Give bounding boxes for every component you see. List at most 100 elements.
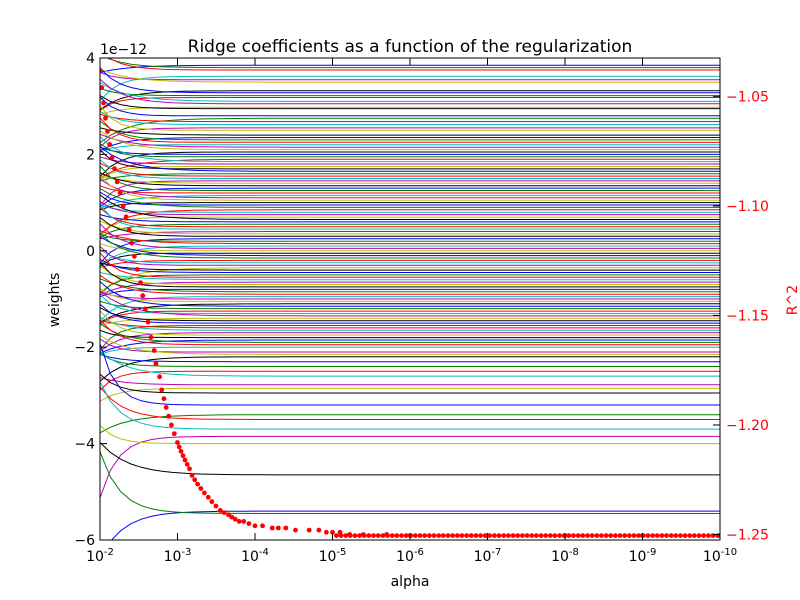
coef-line xyxy=(100,425,720,445)
coef-line xyxy=(100,64,720,73)
coef-line xyxy=(100,204,720,230)
plot-area xyxy=(100,58,720,540)
r2-point xyxy=(678,533,683,538)
r2-point xyxy=(213,503,219,509)
coef-line xyxy=(100,113,720,123)
r2-point xyxy=(589,533,595,538)
coef-line xyxy=(100,191,720,206)
r2-point xyxy=(580,533,586,538)
coef-line xyxy=(100,111,720,125)
y-tick-label: 2 xyxy=(86,147,95,163)
r2-point xyxy=(482,533,488,538)
coef-line xyxy=(100,339,720,354)
r2-point xyxy=(103,115,108,121)
coef-line xyxy=(100,136,720,163)
coef-line xyxy=(100,72,720,81)
coef-line xyxy=(100,246,720,266)
r2-point xyxy=(445,533,451,538)
coef-line xyxy=(100,175,720,201)
r2-point xyxy=(385,533,390,538)
coef-line xyxy=(100,127,720,148)
r2-point xyxy=(107,142,113,147)
r2-point xyxy=(357,533,362,538)
coef-line xyxy=(100,146,720,155)
y2-axis-title: R^2 xyxy=(785,285,800,315)
r2-point xyxy=(236,519,242,524)
y-tick-label: 4 xyxy=(86,51,95,67)
r2-point xyxy=(701,533,707,538)
coef-line xyxy=(100,231,720,240)
coef-line xyxy=(100,303,720,324)
coef-line xyxy=(100,303,720,324)
coef-line xyxy=(100,274,720,295)
coef-line xyxy=(100,133,720,148)
r2-point xyxy=(687,533,693,538)
r2-point xyxy=(153,361,159,366)
r2-point xyxy=(529,533,535,538)
r2-point xyxy=(209,499,215,505)
r2-point xyxy=(668,533,674,538)
coef-line xyxy=(100,353,720,363)
r2-point xyxy=(148,334,154,340)
coef-line xyxy=(100,414,720,434)
coef-lines xyxy=(100,58,720,540)
r2-point xyxy=(394,533,400,538)
r2-point xyxy=(626,533,632,538)
r2-point xyxy=(117,190,123,196)
coef-line xyxy=(100,149,720,170)
coef-line xyxy=(100,233,720,259)
r2-point xyxy=(473,533,479,538)
coef-line xyxy=(100,307,720,322)
r2-point xyxy=(650,533,655,538)
coef-line xyxy=(100,151,720,177)
coef-line xyxy=(100,442,720,476)
r2-point xyxy=(352,533,358,538)
r2-point xyxy=(109,155,115,161)
r2-point xyxy=(187,466,192,472)
r2-point xyxy=(468,533,474,538)
coef-line xyxy=(100,223,720,249)
coef-line xyxy=(100,291,720,300)
r2-point xyxy=(306,527,312,533)
r2-point xyxy=(246,521,252,526)
r2-point xyxy=(371,533,376,538)
r2-point xyxy=(515,533,521,538)
r2-point xyxy=(417,533,423,538)
r2-point xyxy=(100,85,105,90)
r2-point xyxy=(120,203,126,209)
r2-point xyxy=(464,533,469,538)
r2-point xyxy=(123,214,129,220)
r2-point xyxy=(617,533,623,538)
coef-line xyxy=(100,272,720,281)
r2-point xyxy=(696,533,702,538)
coef-line xyxy=(100,185,720,194)
coef-line xyxy=(100,130,720,151)
coef-line xyxy=(100,259,720,269)
r2-point xyxy=(510,533,516,538)
coef-line xyxy=(100,238,720,264)
coef-line xyxy=(100,165,720,192)
r2-point xyxy=(161,396,167,402)
r2-point xyxy=(132,253,137,259)
coef-line xyxy=(100,75,720,102)
coef-line xyxy=(100,173,720,182)
r2-point xyxy=(182,457,188,463)
r2-point xyxy=(269,525,275,531)
r2-point xyxy=(571,533,576,538)
coef-line xyxy=(100,146,720,172)
r2-point xyxy=(112,166,117,172)
y2-tick-label: −1.20 xyxy=(726,418,769,434)
r2-point xyxy=(538,533,544,538)
coef-line xyxy=(100,319,720,346)
x-tick-label: 10-5 xyxy=(319,547,347,565)
axes-layer: 10-2 10-3 10-4 10-5 10-6 10-7 10-8 10-9 10-10 4 2 0… xyxy=(74,51,769,565)
r2-point xyxy=(496,533,502,538)
coef-line xyxy=(100,294,720,314)
coef-line xyxy=(100,120,720,141)
r2-point xyxy=(330,529,335,535)
coef-line xyxy=(100,316,720,331)
coef-line xyxy=(100,172,720,187)
coef-line xyxy=(100,351,720,377)
r2-point xyxy=(715,533,720,538)
